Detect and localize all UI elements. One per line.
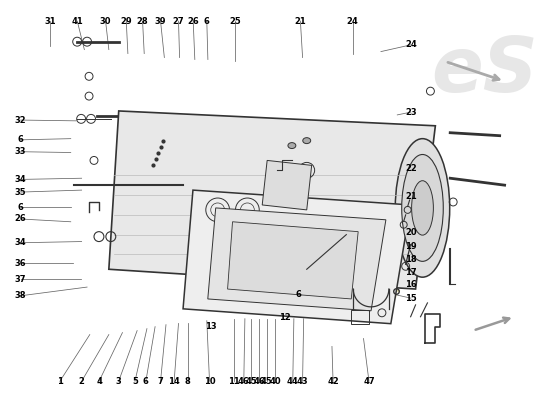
Text: 41: 41 — [72, 17, 83, 26]
Text: 40: 40 — [270, 377, 281, 386]
Polygon shape — [109, 111, 436, 289]
Text: 3: 3 — [116, 377, 122, 386]
Text: eS: eS — [431, 34, 538, 108]
Text: 24: 24 — [405, 40, 417, 49]
Text: 13: 13 — [205, 322, 217, 331]
Text: 26: 26 — [15, 214, 26, 224]
Ellipse shape — [395, 139, 450, 277]
Text: 34: 34 — [15, 238, 26, 247]
Text: 20: 20 — [405, 228, 417, 237]
Text: 35: 35 — [15, 188, 26, 196]
Bar — [351, 310, 369, 324]
Text: 15: 15 — [405, 294, 417, 303]
Text: 27: 27 — [173, 17, 184, 26]
Text: 7: 7 — [158, 377, 163, 386]
Text: 25: 25 — [229, 17, 241, 26]
Text: 37: 37 — [15, 275, 26, 284]
Text: 32: 32 — [15, 116, 26, 124]
Text: 44: 44 — [287, 377, 299, 386]
Text: 46: 46 — [238, 377, 250, 386]
Text: 8: 8 — [185, 377, 191, 386]
Polygon shape — [228, 222, 358, 299]
Text: 33: 33 — [15, 147, 26, 156]
Text: 5: 5 — [132, 377, 138, 386]
Text: 28: 28 — [137, 17, 148, 26]
Text: 16: 16 — [405, 280, 417, 289]
Text: 1: 1 — [57, 377, 63, 386]
Text: 10: 10 — [204, 377, 216, 386]
Text: 31: 31 — [44, 17, 56, 26]
Text: 18: 18 — [405, 255, 417, 264]
Text: 6: 6 — [18, 203, 24, 212]
Text: 4: 4 — [96, 377, 102, 386]
Text: 47: 47 — [363, 377, 375, 386]
Text: 11: 11 — [228, 377, 240, 386]
Text: e passion: e passion — [276, 212, 377, 277]
Ellipse shape — [302, 138, 311, 144]
Text: 6: 6 — [18, 135, 24, 144]
Text: 29: 29 — [120, 17, 132, 26]
Text: 23: 23 — [405, 108, 417, 117]
Text: 12: 12 — [279, 314, 291, 322]
Text: 46: 46 — [253, 377, 265, 386]
Text: 17: 17 — [405, 268, 417, 276]
Text: 34: 34 — [15, 175, 26, 184]
Text: 43: 43 — [297, 377, 309, 386]
Polygon shape — [208, 208, 386, 311]
Text: 45: 45 — [245, 377, 257, 386]
Text: 30: 30 — [100, 17, 111, 26]
Text: 39: 39 — [155, 17, 166, 26]
Text: 45: 45 — [261, 377, 273, 386]
Text: 36: 36 — [15, 259, 26, 268]
Text: since 1985: since 1985 — [288, 235, 401, 307]
Text: 24: 24 — [346, 17, 359, 26]
Text: 21: 21 — [405, 192, 417, 200]
Polygon shape — [183, 190, 411, 324]
Text: 14: 14 — [168, 377, 180, 386]
Text: 19: 19 — [405, 242, 417, 251]
Ellipse shape — [288, 143, 296, 148]
Text: 6: 6 — [295, 290, 301, 300]
Polygon shape — [262, 160, 312, 210]
Text: 21: 21 — [294, 17, 306, 26]
Text: 2: 2 — [79, 377, 85, 386]
Text: 42: 42 — [327, 377, 339, 386]
Text: 6: 6 — [204, 17, 210, 26]
Text: 22: 22 — [405, 164, 417, 173]
Text: 38: 38 — [15, 291, 26, 300]
Text: 6: 6 — [143, 377, 149, 386]
Ellipse shape — [402, 154, 443, 261]
Text: 26: 26 — [188, 17, 199, 26]
Ellipse shape — [411, 181, 433, 235]
